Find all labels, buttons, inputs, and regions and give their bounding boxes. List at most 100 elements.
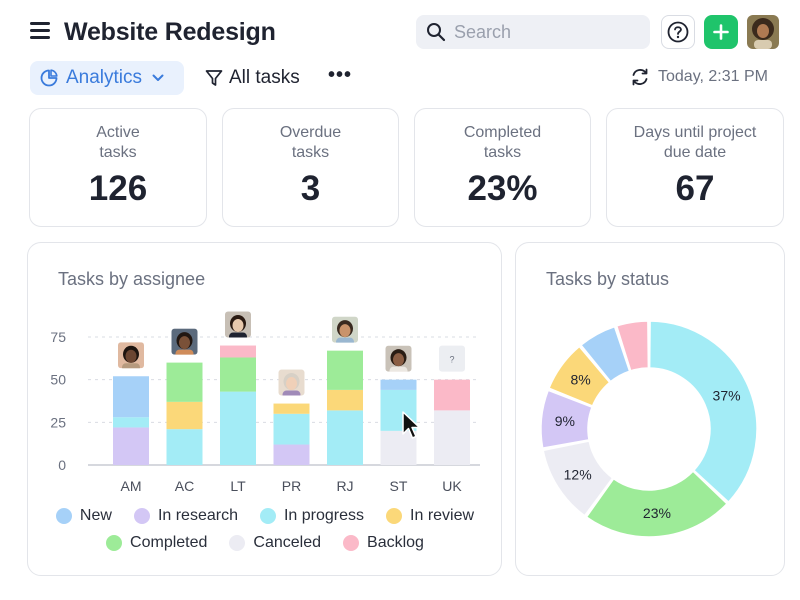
- donut-slice[interactable]: [542, 440, 614, 517]
- legend-label: In review: [410, 507, 475, 524]
- x-tick-label: PR: [282, 478, 301, 494]
- legend-item[interactable]: New: [55, 507, 112, 525]
- legend-label: In research: [157, 507, 238, 524]
- refresh-icon: [632, 68, 648, 86]
- menu-icon[interactable]: [30, 22, 50, 40]
- donut-slice[interactable]: [579, 325, 631, 383]
- legend-label: Completed: [130, 534, 208, 551]
- status-chart-title: Tasks by status: [546, 269, 670, 289]
- bar-segment[interactable]: [220, 345, 256, 358]
- task-filter[interactable]: All tasks: [205, 67, 300, 89]
- search-input[interactable]: [454, 21, 634, 43]
- x-tick-label: AC: [175, 478, 194, 494]
- unknown-avatar-label: ?: [449, 355, 454, 365]
- legend-item[interactable]: Backlog: [343, 534, 424, 552]
- legend-label: In progress: [283, 507, 365, 524]
- bar-segment[interactable]: [327, 410, 363, 465]
- search-box[interactable]: [416, 15, 650, 49]
- donut-slice[interactable]: [648, 320, 758, 504]
- bar-segment[interactable]: [273, 403, 310, 414]
- bar-segment[interactable]: [273, 444, 310, 465]
- stat-label: Completed tasks: [463, 124, 542, 161]
- legend-item[interactable]: In research: [133, 507, 238, 525]
- legend-label: Canceled: [253, 534, 322, 551]
- bar-segment[interactable]: [220, 357, 256, 392]
- bar-segment[interactable]: [434, 379, 470, 411]
- toolbar: Analytics All tasks ••• Today, 2:31 PM: [0, 60, 800, 96]
- filter-icon: [205, 70, 223, 86]
- y-tick-label: 0: [58, 457, 66, 473]
- stat-label: Overdue tasks: [279, 124, 342, 161]
- assignee-avatar[interactable]: [385, 345, 412, 375]
- user-avatar[interactable]: [747, 15, 779, 49]
- y-tick-label: 50: [50, 372, 66, 388]
- assignee-avatar[interactable]: [118, 342, 144, 371]
- bar-segment[interactable]: [113, 376, 149, 418]
- x-tick-label: UK: [442, 478, 462, 494]
- stat-value: 3: [300, 169, 321, 208]
- bar-segment[interactable]: [273, 413, 310, 445]
- legend-swatch: [343, 535, 360, 551]
- stat-card-completed[interactable]: Completed tasks 23%: [414, 108, 591, 227]
- legend-swatch: [229, 535, 246, 551]
- assignee-avatar[interactable]: ?: [439, 345, 465, 372]
- donut-slice[interactable]: [615, 320, 650, 372]
- stat-label: Days until project due date: [633, 124, 757, 161]
- legend-label: Backlog: [367, 534, 424, 551]
- mouse-cursor-icon: [402, 411, 421, 439]
- last-updated-label: Today, 2:31 PM: [658, 68, 768, 85]
- donut-slice-label: 37%: [713, 387, 741, 403]
- bar-segment[interactable]: [327, 389, 363, 411]
- legend-item[interactable]: In review: [386, 507, 474, 525]
- bar-segment[interactable]: [380, 379, 417, 390]
- legend-swatch: [386, 508, 403, 524]
- stat-label: Active tasks: [96, 124, 140, 161]
- status-donut-chart: 37% 23% 12% 9% 8%: [540, 320, 758, 538]
- stat-card-active[interactable]: Active tasks 126: [29, 108, 207, 227]
- legend-swatch: [259, 508, 276, 524]
- assignee-chart-panel: Tasks by assignee 0 25 50 75 AM AC LT PR RJ ST UK…: [27, 242, 502, 576]
- more-options-button[interactable]: •••: [328, 64, 353, 86]
- legend-item[interactable]: Completed: [106, 534, 207, 552]
- status-chart-panel: Tasks by status 37% 23% 12% 9% 8%: [515, 242, 785, 576]
- legend-label: New: [79, 507, 112, 524]
- donut-slice-label: 9%: [555, 413, 575, 429]
- x-tick-label: LT: [230, 478, 246, 494]
- assignee-avatar[interactable]: [332, 316, 358, 346]
- legend-swatch: [106, 535, 123, 551]
- x-tick-label: AM: [121, 478, 142, 494]
- y-tick-label: 25: [50, 414, 66, 430]
- bar-segment[interactable]: [113, 427, 149, 465]
- assignee-avatar[interactable]: [171, 328, 198, 358]
- donut-slice[interactable]: [540, 389, 594, 449]
- bar-segment[interactable]: [113, 417, 149, 428]
- assignee-bar-chart: 0 25 50 75 AM AC LT PR RJ ST UK ?: [50, 311, 480, 494]
- legend-item[interactable]: Canceled: [229, 534, 321, 552]
- dashboard-selector[interactable]: Analytics: [30, 61, 184, 95]
- chevron-down-icon: [152, 74, 164, 81]
- bar-segment[interactable]: [434, 410, 470, 465]
- bar-segment[interactable]: [166, 362, 203, 402]
- donut-slice[interactable]: [585, 470, 729, 538]
- dashboard-selector-label: Analytics: [66, 67, 143, 88]
- stat-value: 23%: [467, 169, 538, 208]
- donut-slice-label: 12%: [564, 466, 592, 482]
- pie-chart-icon: [40, 69, 58, 87]
- donut-slice[interactable]: [548, 345, 611, 407]
- stat-value: 126: [88, 169, 148, 208]
- bar-segment[interactable]: [327, 350, 363, 390]
- bar-segment[interactable]: [166, 401, 203, 430]
- legend-swatch: [55, 508, 72, 524]
- help-button[interactable]: [661, 15, 695, 49]
- stat-card-days-until-due[interactable]: Days until project due date 67: [606, 108, 784, 227]
- bar-segment[interactable]: [220, 391, 256, 465]
- refresh-status[interactable]: Today, 2:31 PM: [630, 67, 768, 87]
- assignee-avatar[interactable]: [278, 369, 305, 399]
- bar-segment[interactable]: [380, 430, 417, 465]
- bar-segment[interactable]: [166, 429, 203, 465]
- chart-legend: New In research In progress In review Comple…: [28, 507, 502, 552]
- stat-card-overdue[interactable]: Overdue tasks 3: [222, 108, 399, 227]
- legend-item[interactable]: In progress: [259, 507, 365, 525]
- assignee-avatar[interactable]: [225, 311, 251, 341]
- add-button[interactable]: [704, 15, 738, 49]
